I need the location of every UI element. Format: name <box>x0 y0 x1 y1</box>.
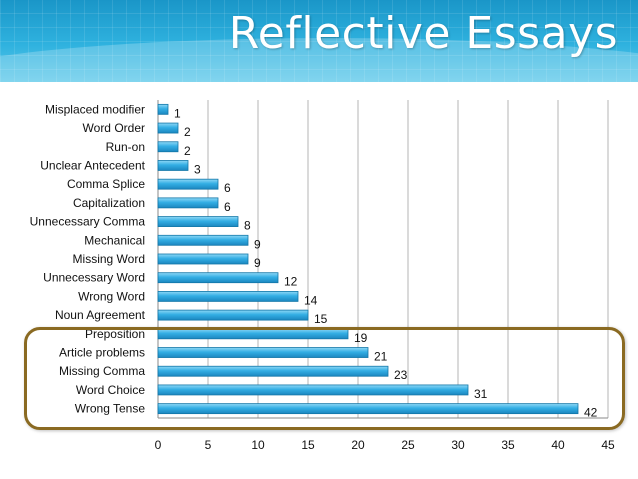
bar <box>157 347 369 358</box>
x-tick-label: 40 <box>551 438 565 452</box>
data-label: 2 <box>184 125 191 139</box>
bar <box>157 122 179 134</box>
data-label: 1 <box>174 106 181 120</box>
banner-grid-pattern <box>0 0 638 82</box>
bar <box>157 253 249 265</box>
highlight-box <box>24 327 625 430</box>
x-tick-label: 15 <box>301 438 315 452</box>
category-label: Word Choice <box>76 383 145 397</box>
bar <box>157 216 239 227</box>
category-label: Preposition <box>85 327 145 341</box>
category-label: Unnecessary Comma <box>30 215 146 229</box>
category-label: Noun Agreement <box>55 308 146 322</box>
x-tick-label: 30 <box>451 438 465 452</box>
bar <box>157 178 219 190</box>
category-label: Comma Splice <box>67 177 145 191</box>
data-label: 9 <box>254 237 261 251</box>
x-tick-label: 35 <box>501 438 515 452</box>
data-label: 21 <box>374 350 388 364</box>
bar <box>157 197 219 209</box>
bar <box>157 384 469 396</box>
data-label: 12 <box>284 275 298 289</box>
category-label: Word Order <box>83 121 145 135</box>
category-label: Unnecessary Word <box>43 271 145 285</box>
banner-sheen <box>0 38 638 82</box>
category-label: Mechanical <box>84 233 145 247</box>
bar <box>157 403 579 415</box>
data-label: 6 <box>224 181 231 195</box>
x-tick-label: 0 <box>155 438 162 452</box>
category-label: Wrong Word <box>78 289 145 303</box>
title-banner: Reflective Essays <box>0 0 638 82</box>
category-label: Missing Word <box>73 252 145 266</box>
data-label: 9 <box>254 256 261 270</box>
bar <box>157 160 189 171</box>
x-tick-label: 5 <box>205 438 212 452</box>
category-label: Capitalization <box>73 196 145 210</box>
bar <box>157 103 169 115</box>
data-label: 19 <box>354 331 368 345</box>
category-label: Wrong Tense <box>75 402 146 416</box>
bar <box>157 291 299 302</box>
data-label: 2 <box>184 144 191 158</box>
bar <box>157 141 179 153</box>
data-label: 15 <box>314 312 328 326</box>
x-tick-label: 10 <box>251 438 265 452</box>
data-label: 8 <box>244 219 251 233</box>
category-label: Run-on <box>106 140 145 154</box>
category-label: Misplaced modifier <box>45 102 145 116</box>
data-label: 31 <box>474 387 488 401</box>
x-tick-labels: 0 5 10 15 20 25 30 35 40 45 <box>155 438 615 452</box>
bar <box>157 309 309 321</box>
x-tick-label: 20 <box>351 438 365 452</box>
category-label: Missing Comma <box>59 364 145 378</box>
x-tick-label: 45 <box>601 438 615 452</box>
chart-title: Reflective Essays <box>228 8 618 59</box>
x-tick-label: 25 <box>401 438 415 452</box>
data-label: 42 <box>584 406 598 420</box>
bar <box>157 234 249 246</box>
data-label: 14 <box>304 293 318 307</box>
category-label: Article problems <box>59 346 145 360</box>
data-label: 23 <box>394 368 408 382</box>
bars <box>157 103 579 415</box>
data-label: 6 <box>224 200 231 214</box>
category-label: Unclear Antecedent <box>40 158 145 172</box>
category-labels: Misplaced modifier Word Order Run-on Unclea… <box>30 102 146 415</box>
bar <box>157 272 279 284</box>
data-label: 3 <box>194 162 201 176</box>
bar <box>157 365 389 377</box>
